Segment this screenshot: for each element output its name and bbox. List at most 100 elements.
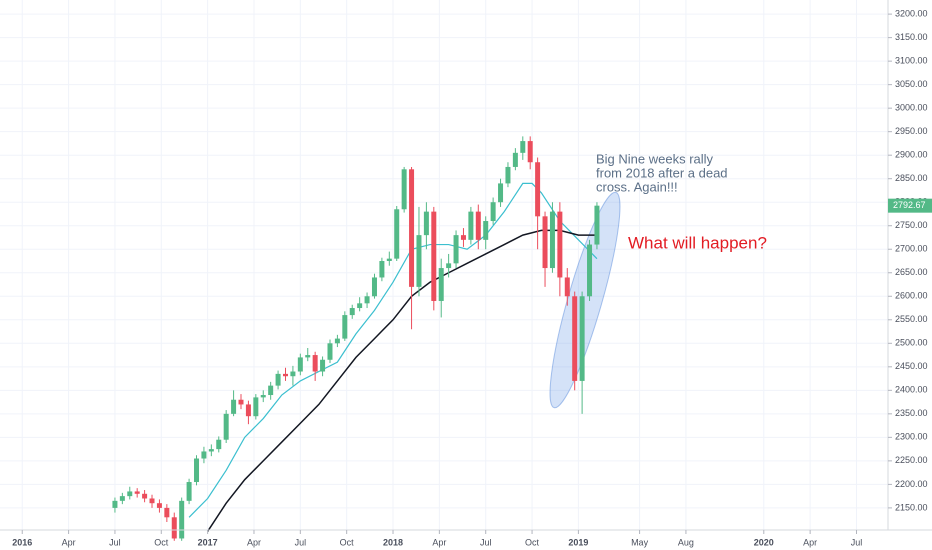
candle-body	[216, 439, 222, 450]
candle-body	[409, 169, 415, 287]
x-tick-label: 2019	[568, 537, 588, 547]
candle-body	[268, 385, 274, 396]
annotation-line: from 2018 after a dead	[596, 165, 728, 180]
x-tick-label: 2018	[383, 537, 403, 547]
candle-body	[572, 296, 578, 381]
candle-body	[431, 211, 437, 301]
y-tick-label: 3150.00	[895, 32, 928, 42]
x-tick-label: Oct	[154, 537, 169, 547]
x-tick-label: 2020	[754, 537, 774, 547]
candle-body	[194, 458, 200, 483]
annotation-line: Big Nine weeks rally	[596, 151, 714, 166]
y-tick-label: 2600.00	[895, 291, 928, 301]
candle-body	[438, 268, 444, 301]
candle-body	[594, 205, 600, 245]
candle-body	[527, 141, 533, 163]
x-tick-label: Apr	[247, 537, 261, 547]
candle-body	[297, 357, 303, 372]
candle-body	[587, 244, 593, 297]
candle-body	[416, 235, 422, 287]
candle-body	[498, 183, 504, 203]
candle-body	[460, 235, 466, 240]
candle-body	[364, 296, 370, 304]
candle-body	[401, 169, 407, 210]
candle-body	[342, 315, 348, 339]
candle-body	[379, 261, 385, 278]
y-tick-label: 2650.00	[895, 267, 928, 277]
y-tick-label: 2700.00	[895, 244, 928, 254]
candle-body	[312, 355, 318, 372]
candle-body	[290, 371, 296, 377]
candle-body	[579, 296, 585, 381]
candle-body	[357, 303, 363, 309]
candle-body	[320, 359, 326, 372]
candle-body	[238, 399, 244, 405]
x-tick-label: Oct	[525, 537, 540, 547]
candle-body	[505, 166, 511, 184]
candle-body	[535, 162, 541, 217]
y-tick-label: 2950.00	[895, 126, 928, 136]
y-tick-label: 2400.00	[895, 385, 928, 395]
candle-body	[171, 517, 177, 539]
x-tick-label: Jul	[480, 537, 492, 547]
candle-body	[423, 211, 429, 236]
annotation-line: cross. Again!!!	[596, 179, 678, 194]
candle-body	[305, 355, 311, 358]
y-tick-label: 2350.00	[895, 408, 928, 418]
y-tick-label: 2200.00	[895, 479, 928, 489]
y-tick-label: 3200.00	[895, 8, 928, 18]
candle-body	[275, 373, 281, 386]
annotation-note: Big Nine weeks rally from 2018 after a d…	[596, 151, 728, 194]
candle-body	[468, 211, 474, 240]
candle-body	[512, 152, 518, 167]
candle-body	[371, 277, 377, 297]
last-price-label: 2792.67	[893, 200, 926, 210]
candle-body	[564, 277, 570, 297]
candle-body	[334, 338, 340, 344]
x-tick-label: Apr	[432, 537, 446, 547]
moving-average-line	[188, 182, 598, 518]
candle-body	[208, 449, 214, 452]
candle-body	[179, 500, 185, 539]
last-price-box	[888, 198, 932, 213]
candle-body	[223, 413, 229, 440]
x-tick-label: Jul	[851, 537, 863, 547]
y-tick-label: 2550.00	[895, 314, 928, 324]
x-tick-label: Apr	[803, 537, 817, 547]
y-tick-label: 3100.00	[895, 56, 928, 66]
candle-body	[327, 343, 333, 360]
candle-body	[349, 308, 355, 316]
candle-body	[549, 211, 555, 269]
x-tick-label: Apr	[62, 537, 76, 547]
candle-body	[557, 211, 563, 278]
candle-body	[231, 399, 237, 414]
y-tick-label: 3000.00	[895, 103, 928, 113]
candle-body	[119, 496, 125, 501]
candle-body	[446, 263, 452, 269]
x-tick-label: Aug	[678, 537, 694, 547]
candle-body	[386, 258, 392, 262]
candle-body	[490, 202, 496, 222]
y-tick-label: 2750.00	[895, 220, 928, 230]
y-tick-label: 2850.00	[895, 173, 928, 183]
x-tick-label: 2017	[198, 537, 218, 547]
candle-body	[520, 141, 526, 153]
candle-body	[112, 500, 118, 508]
y-tick-label: 2300.00	[895, 432, 928, 442]
candle-body	[453, 235, 459, 264]
candle-body	[394, 209, 400, 259]
candle-body	[542, 216, 548, 269]
candle-body	[260, 395, 266, 398]
candle-body	[127, 491, 133, 497]
x-tick-label: Oct	[340, 537, 355, 547]
y-tick-label: 3050.00	[895, 79, 928, 89]
y-tick-label: 2500.00	[895, 338, 928, 348]
moving-average-line	[207, 229, 597, 532]
x-tick-label: Jul	[109, 537, 121, 547]
candle-body	[282, 373, 288, 377]
candle-body	[149, 498, 155, 504]
y-tick-label: 2250.00	[895, 455, 928, 465]
candle-body	[245, 404, 251, 417]
